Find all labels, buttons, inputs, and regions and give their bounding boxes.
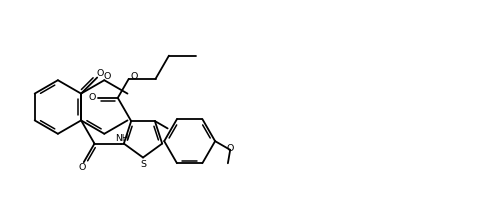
Text: O: O <box>130 72 138 81</box>
Text: O: O <box>227 144 234 153</box>
Text: O: O <box>103 72 110 81</box>
Text: O: O <box>89 93 96 102</box>
Text: S: S <box>140 160 146 169</box>
Text: O: O <box>96 69 103 78</box>
Text: NH: NH <box>115 134 129 143</box>
Text: O: O <box>79 163 86 172</box>
